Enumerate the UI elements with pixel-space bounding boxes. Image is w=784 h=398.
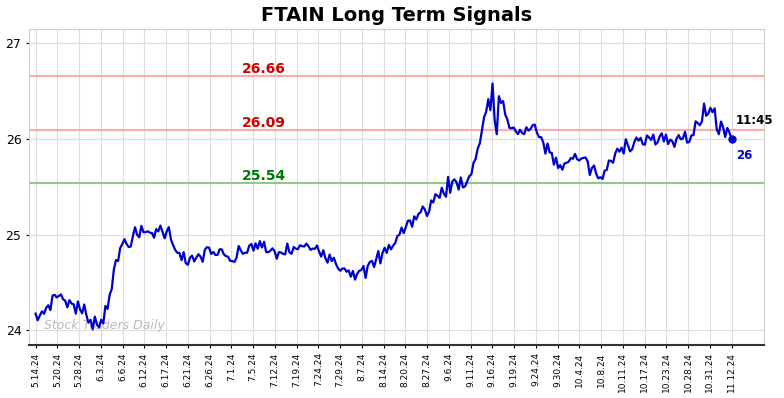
- Text: 25.54: 25.54: [241, 169, 286, 183]
- Text: Stock Traders Daily: Stock Traders Daily: [44, 319, 165, 332]
- Text: 26: 26: [736, 148, 753, 162]
- Title: FTAIN Long Term Signals: FTAIN Long Term Signals: [261, 6, 532, 25]
- Text: 26.66: 26.66: [242, 62, 286, 76]
- Text: 26.09: 26.09: [242, 116, 286, 131]
- Text: 11:45: 11:45: [736, 115, 774, 127]
